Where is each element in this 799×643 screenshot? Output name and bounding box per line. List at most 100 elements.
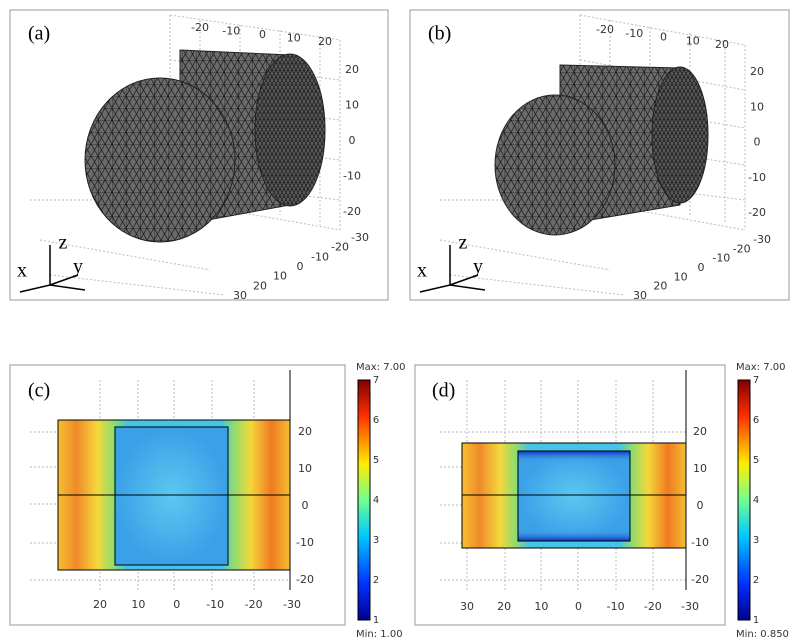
y-tick-label: 20 — [298, 425, 312, 438]
x-tick-label: 0 — [173, 598, 180, 611]
tick-label: -10 — [712, 252, 730, 265]
axis-label: y — [473, 256, 483, 278]
tick-label: -10 — [625, 27, 643, 40]
axis-label: z — [59, 232, 68, 254]
tick-label: 0 — [259, 28, 266, 41]
tick-label: -30 — [351, 231, 369, 244]
panel-a — [9, 9, 389, 301]
axis-label: z — [459, 232, 468, 254]
colorbar-tick: 2 — [373, 575, 379, 586]
tick-label: 10 — [273, 270, 287, 283]
tick-label: -10 — [311, 250, 329, 263]
colorbar-min: Min: 0.850 — [736, 629, 789, 640]
colorbar-tick: 7 — [373, 375, 379, 386]
tick-label: 10 — [674, 270, 688, 283]
tick-label: 20 — [750, 65, 764, 78]
panel-label: (d) — [432, 380, 455, 402]
panel-label: (b) — [428, 23, 451, 45]
axes-icon — [419, 245, 486, 293]
y-tick-label: -20 — [691, 573, 709, 586]
tick-label: 0 — [660, 31, 667, 44]
tick-label: 0 — [698, 261, 705, 274]
tick-label: -20 — [748, 206, 766, 219]
x-tick-label: 30 — [460, 600, 474, 613]
colorbar-tick: 5 — [753, 455, 759, 466]
inner-region — [114, 426, 229, 566]
tick-label: 10 — [686, 34, 700, 47]
tick-label: -10 — [343, 170, 361, 183]
tick-label: -10 — [748, 171, 766, 184]
colorbar — [737, 379, 751, 621]
tick-label: -20 — [596, 23, 614, 36]
tick-label: -10 — [222, 25, 240, 38]
colorbar-tick: 6 — [373, 415, 379, 426]
x-tick-label: 20 — [497, 600, 511, 613]
x-tick-label: -10 — [206, 598, 224, 611]
y-tick-label: 10 — [298, 462, 312, 475]
tick-label: 20 — [318, 35, 332, 48]
x-tick-label: -10 — [607, 600, 625, 613]
x-tick-label: 10 — [131, 598, 145, 611]
y-tick-label: 20 — [693, 425, 707, 438]
x-tick-label: -30 — [681, 600, 699, 613]
tick-label: -20 — [343, 205, 361, 218]
tick-label: 0 — [349, 134, 356, 147]
panel-b — [409, 9, 790, 301]
colorbar-tick: 3 — [753, 535, 759, 546]
tick-label: 20 — [715, 38, 729, 51]
y-tick-label: 10 — [693, 462, 707, 475]
cylinder-end — [651, 66, 709, 204]
y-tick-label: -20 — [296, 573, 314, 586]
colorbar — [357, 379, 371, 621]
tick-label: 0 — [297, 260, 304, 273]
tick-label: 10 — [287, 32, 301, 45]
tick-label: 20 — [653, 280, 667, 293]
tick-label: 10 — [345, 99, 359, 112]
tick-label: 30 — [633, 289, 647, 302]
colorbar-min: Min: 1.00 — [356, 629, 403, 640]
frame — [409, 9, 790, 301]
tick-label: 20 — [345, 63, 359, 76]
panel-label: (c) — [28, 380, 50, 402]
x-tick-label: -20 — [644, 600, 662, 613]
axes-icon — [19, 245, 86, 293]
cylinder-face — [84, 77, 236, 243]
colorbar-tick: 5 — [373, 455, 379, 466]
panel-c — [9, 364, 371, 626]
y-tick-label: 0 — [697, 499, 704, 512]
frame — [9, 364, 346, 626]
tick-label: 20 — [253, 279, 267, 292]
tick-label: -20 — [733, 242, 751, 255]
colorbar-tick: 6 — [753, 415, 759, 426]
frame — [414, 364, 726, 626]
tick-label: -20 — [331, 241, 349, 254]
x-tick-label: 10 — [534, 600, 548, 613]
x-tick-label: 0 — [575, 600, 582, 613]
tick-label: 0 — [754, 136, 761, 149]
tick-label: 30 — [233, 289, 247, 302]
colorbar-tick: 4 — [753, 495, 759, 506]
colorbar-tick: 1 — [373, 615, 379, 626]
x-tick-label: -20 — [245, 598, 263, 611]
colorbar-tick: 1 — [753, 615, 759, 626]
tick-label: -20 — [191, 21, 209, 34]
inner-edge — [517, 450, 631, 542]
colorbar-max: Max: 7.00 — [356, 362, 406, 373]
tick-label: -30 — [753, 233, 771, 246]
colorbar-tick: 7 — [753, 375, 759, 386]
axis-label: y — [73, 256, 83, 278]
cylinder-face — [494, 94, 616, 236]
panel-label: (a) — [28, 23, 50, 45]
colorbar-max: Max: 7.00 — [736, 362, 786, 373]
tick-label: 10 — [750, 100, 764, 113]
cylinder-end — [254, 53, 326, 207]
y-tick-label: -10 — [691, 536, 709, 549]
y-tick-label: 0 — [302, 499, 309, 512]
panel-d — [414, 364, 751, 626]
colorbar-tick: 4 — [373, 495, 379, 506]
colorbar-tick: 3 — [373, 535, 379, 546]
frame — [9, 9, 389, 301]
colorbar-tick: 2 — [753, 575, 759, 586]
x-tick-label: 20 — [93, 598, 107, 611]
